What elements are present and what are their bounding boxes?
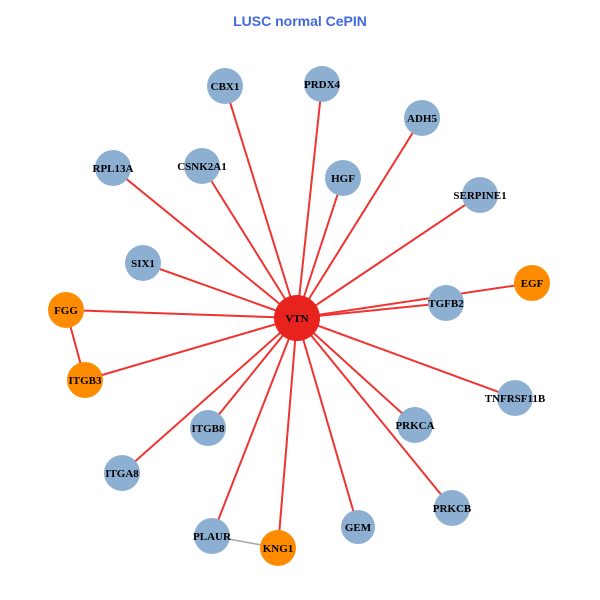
edge-VTN-GEM xyxy=(296,317,359,528)
edge-VTN-RPL13A xyxy=(112,167,298,319)
labels-layer: VTN CBX1 PRDX4 ADH5 RPL13A CSNK2A1 HGF SERPINE1… xyxy=(54,79,546,555)
node-TNFRSF11B xyxy=(497,380,533,416)
node-EGF xyxy=(514,265,550,301)
node-RPL13A xyxy=(95,150,131,186)
node-label-TNFRSF11B: TNFRSF11B xyxy=(485,393,546,405)
node-label-ITGA8: ITGA8 xyxy=(105,468,139,480)
node-label-CSNK2A1: CSNK2A1 xyxy=(177,161,227,173)
node-label-EGF: EGF xyxy=(521,278,544,290)
edge-VTN-HGF xyxy=(296,177,344,319)
node-label-KNG1: KNG1 xyxy=(263,543,294,555)
node-label-ITGB8: ITGB8 xyxy=(191,423,225,435)
node-PLAUR xyxy=(194,518,230,554)
node-label-GEM: GEM xyxy=(345,522,372,534)
edge-VTN-ITGB8 xyxy=(207,317,298,429)
node-label-ADH5: ADH5 xyxy=(407,113,437,125)
node-CBX1 xyxy=(207,68,243,104)
edge-VTN-SERPINE1 xyxy=(296,194,481,319)
node-label-PLAUR: PLAUR xyxy=(193,531,232,543)
node-PRKCB xyxy=(434,490,470,526)
edge-VTN-ADH5 xyxy=(296,117,423,319)
edge-VTN-CSNK2A1 xyxy=(201,165,298,319)
edge-VTN-FGG xyxy=(65,309,298,319)
node-ITGA8 xyxy=(104,455,140,491)
nodes-layer xyxy=(48,66,550,566)
node-label-RPL13A: RPL13A xyxy=(93,163,134,175)
node-label-CBX1: CBX1 xyxy=(211,81,240,93)
node-TGFB2 xyxy=(428,285,464,321)
node-label-PRKCB: PRKCB xyxy=(433,503,472,515)
edge-VTN-PRKCB xyxy=(296,317,453,509)
edge-VTN-PRKCA xyxy=(296,317,416,426)
node-KNG1 xyxy=(260,530,296,566)
node-PRDX4 xyxy=(304,66,340,102)
node-ADH5 xyxy=(404,100,440,136)
node-VTN xyxy=(274,295,320,341)
node-ITGB3 xyxy=(67,362,103,398)
node-label-PRDX4: PRDX4 xyxy=(304,79,341,91)
node-label-PRKCA: PRKCA xyxy=(395,420,434,432)
node-HGF xyxy=(325,160,361,196)
edge-VTN-SIX1 xyxy=(142,262,298,319)
node-FGG xyxy=(48,292,84,328)
edge-VTN-CBX1 xyxy=(224,85,298,319)
edge-VTN-PLAUR xyxy=(211,317,298,537)
node-CSNK2A1 xyxy=(184,148,220,184)
node-label-ITGB3: ITGB3 xyxy=(68,375,102,387)
node-label-VTN: VTN xyxy=(285,313,308,325)
node-label-HGF: HGF xyxy=(331,173,355,185)
edge-VTN-TNFRSF11B xyxy=(296,317,516,399)
edge-VTN-EGF xyxy=(296,282,533,319)
node-SERPINE1 xyxy=(462,177,498,213)
node-GEM xyxy=(341,510,375,544)
edge-VTN-KNG1 xyxy=(277,317,298,549)
edge-VTN-TGFB2 xyxy=(296,302,447,319)
node-label-SERPINE1: SERPINE1 xyxy=(453,190,506,202)
node-ITGB8 xyxy=(190,410,226,446)
edge-VTN-ITGB3 xyxy=(84,317,298,381)
plot-title: LUSC normal CePIN xyxy=(233,13,367,29)
node-SIX1 xyxy=(125,245,161,281)
node-label-SIX1: SIX1 xyxy=(131,258,155,270)
edge-VTN-PRDX4 xyxy=(296,83,323,319)
node-label-TGFB2: TGFB2 xyxy=(428,298,464,310)
node-label-FGG: FGG xyxy=(54,305,78,317)
edges-layer xyxy=(65,83,533,549)
node-PRKCA xyxy=(397,407,433,443)
edge-VTN-ITGA8 xyxy=(121,317,298,474)
